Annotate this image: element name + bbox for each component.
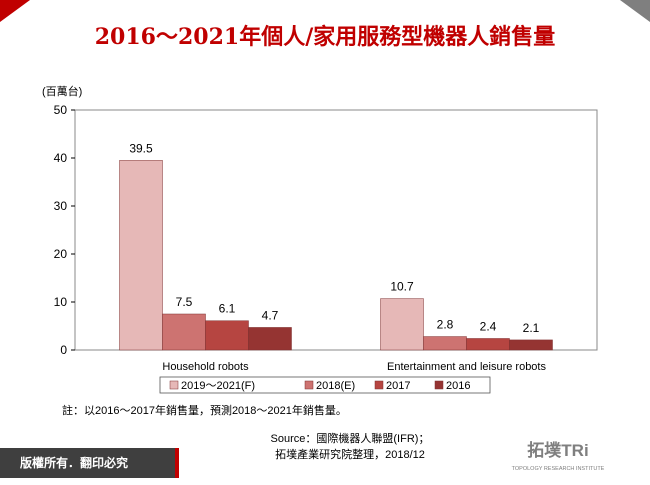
data-label: 2.8 [437, 318, 454, 332]
footer-bar [0, 448, 175, 478]
bar [466, 338, 510, 351]
data-label: 4.7 [262, 308, 279, 322]
y-tick-label: 20 [54, 247, 68, 261]
legend-swatch [434, 380, 444, 390]
data-label: 7.5 [176, 295, 193, 309]
footer-text: 版權所有．翻印必究 [20, 455, 128, 470]
data-label: 39.5 [129, 141, 153, 155]
legend-label: 2017 [386, 380, 410, 392]
corner-decoration [0, 0, 30, 22]
legend-swatch [374, 380, 384, 390]
bar [423, 336, 467, 351]
source: 拓墣產業研究院整理，2018/12 [275, 447, 425, 461]
logo: 拓墣TRi [527, 441, 588, 460]
bar [119, 160, 163, 351]
y-axis-unit: (百萬台) [42, 84, 82, 98]
data-label: 10.7 [390, 280, 414, 294]
legend-box [159, 376, 491, 394]
x-tick-label: Household robots [162, 361, 249, 373]
logo-subtitle: TOPOLOGY RESEARCH INSTITUTE [512, 466, 605, 472]
legend-label: 2018(E) [316, 380, 355, 392]
y-tick-label: 40 [54, 151, 68, 165]
corner-decoration [620, 0, 650, 22]
legend-label: 2016 [446, 380, 470, 392]
bar [248, 327, 292, 351]
y-tick-label: 30 [54, 199, 68, 213]
y-tick-label: 0 [60, 343, 67, 357]
data-label: 2.4 [480, 319, 497, 333]
y-tick-label: 10 [54, 295, 68, 309]
legend-label: 2019～2021(F) [181, 380, 255, 392]
y-tick-label: 50 [54, 103, 68, 117]
plot-area: 0 10 20 30 40 50 Household robots 39.5 7.5 6.1 4.7… [54, 103, 598, 394]
source: Source：國際機器人聯盟(IFR)； [271, 431, 430, 445]
bar [509, 339, 553, 351]
bar [205, 320, 249, 351]
legend-swatch [304, 380, 314, 390]
legend-swatch [169, 380, 179, 390]
note: 註：以2016～2017年銷售量，預測2018～2021年銷售量。 [62, 403, 347, 417]
bar [380, 298, 424, 351]
plot-frame [74, 109, 598, 351]
footer-accent [175, 448, 179, 478]
data-label: 2.1 [523, 321, 540, 335]
data-label: 6.1 [219, 302, 236, 316]
x-tick-label: Entertainment and leisure robots [387, 361, 546, 373]
bar [162, 313, 206, 351]
chart-title: 2016～2021年個人/家用服務型機器人銷售量 [95, 24, 556, 50]
